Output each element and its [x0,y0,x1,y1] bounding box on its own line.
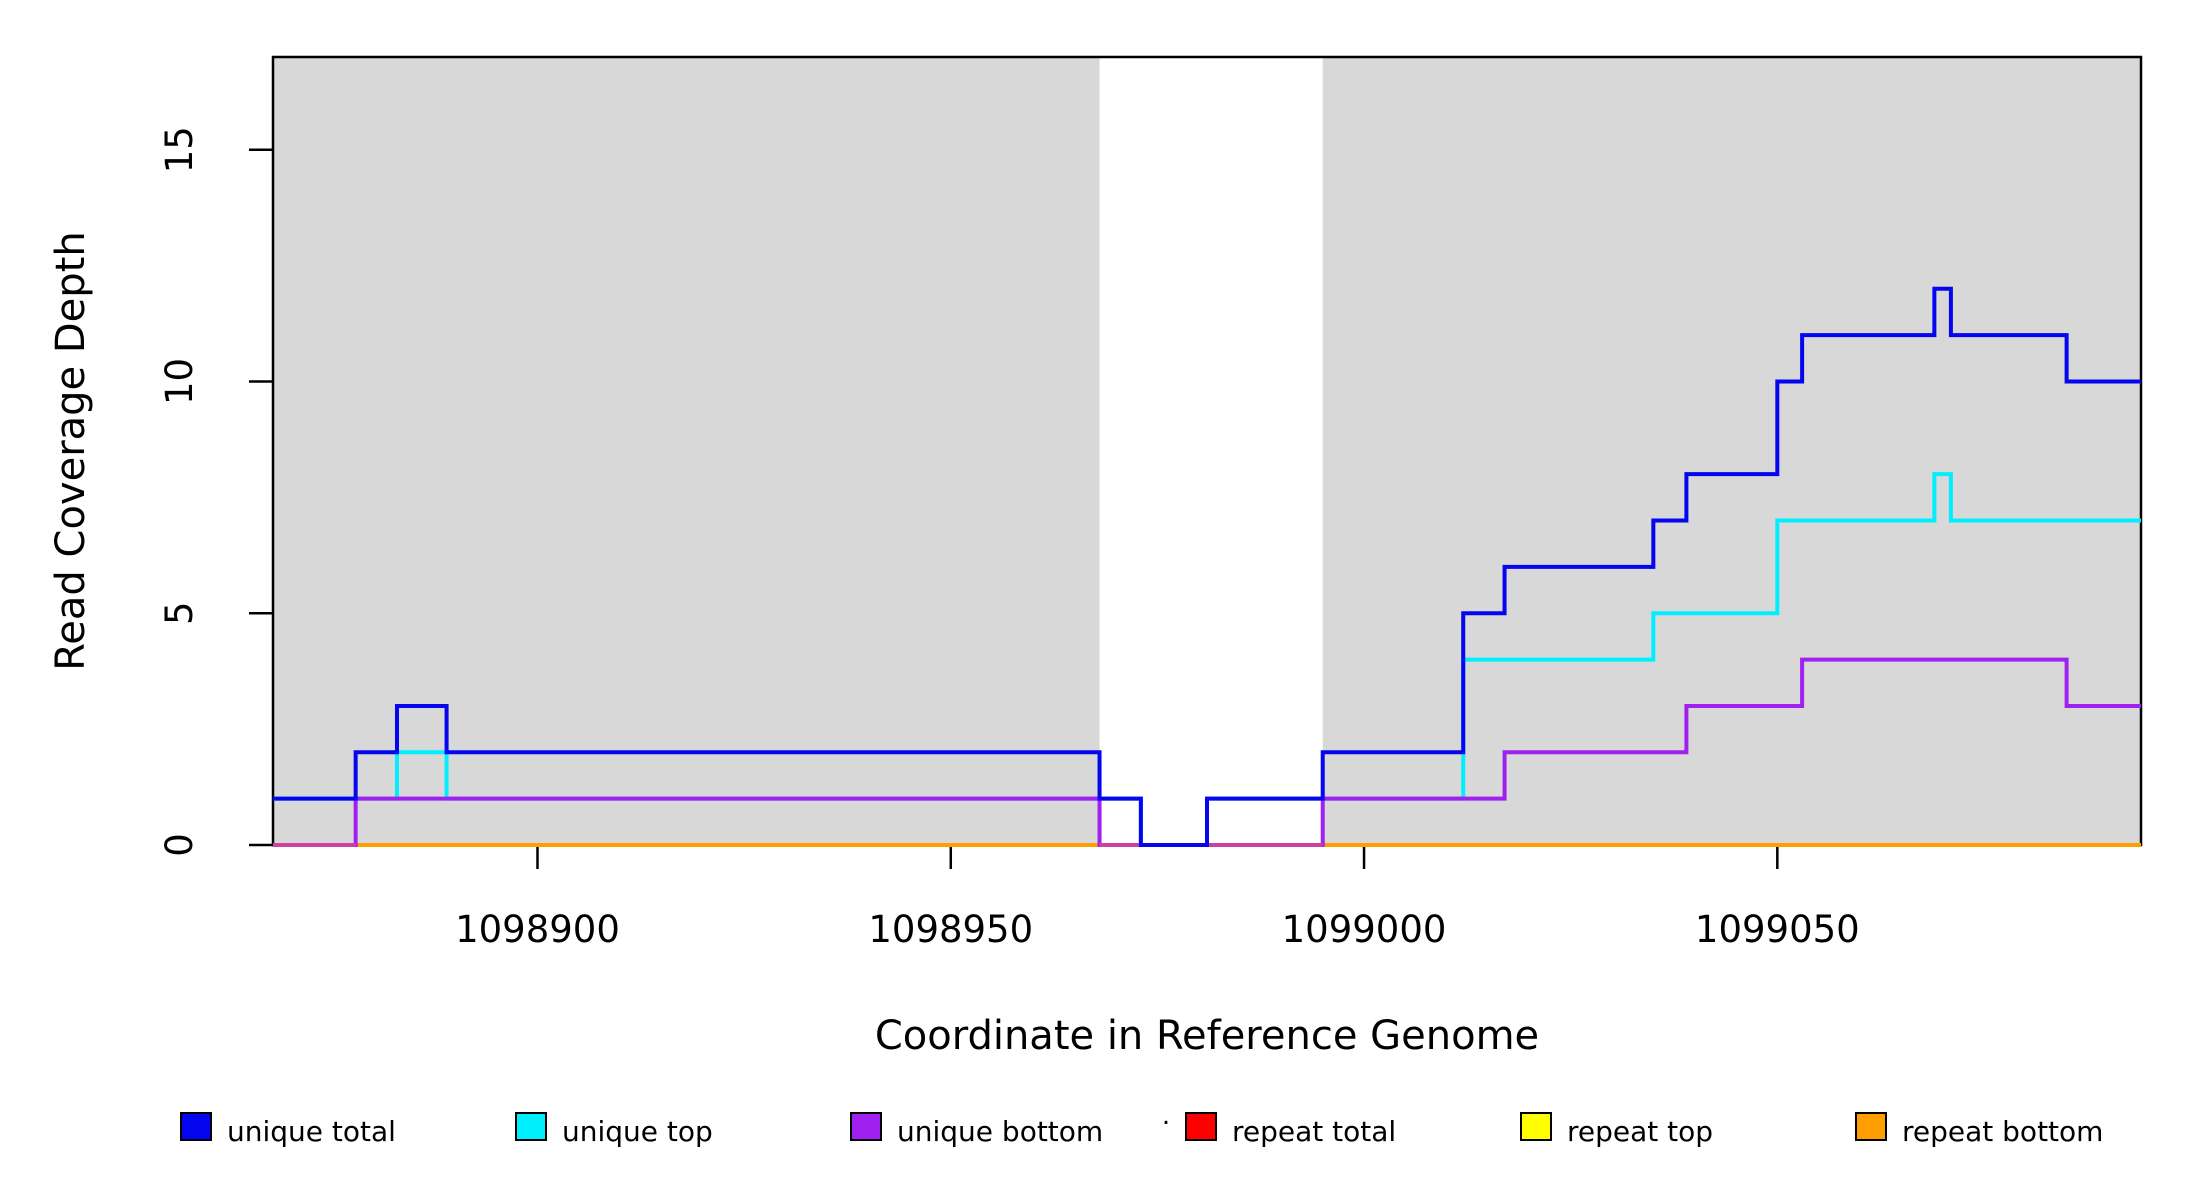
y-axis-title: Read Coverage Depth [48,231,94,670]
x-tick-label: 1098900 [455,908,620,951]
legend-swatch-unique-top [515,1112,547,1141]
plot-shaded-region [1322,57,2141,845]
legend-item-unique-top: unique top [515,1112,713,1148]
y-tick-label: 15 [158,126,201,173]
legend-separator-dot: . [1162,1101,1170,1131]
legend-item-unique-total: unique total [180,1112,396,1148]
x-tick-label: 1099000 [1282,908,1447,951]
legend-item-repeat-bottom: repeat bottom [1855,1112,2103,1148]
legend-label-repeat-top: repeat top [1567,1115,1713,1148]
x-tick-label: 1099050 [1695,908,1860,951]
legend-label-unique-bottom: unique bottom [897,1115,1103,1148]
legend-swatch-repeat-top [1520,1112,1552,1141]
legend-label-repeat-total: repeat total [1232,1115,1396,1148]
series-line-unique-total [273,286,2141,847]
x-axis-title: Coordinate in Reference Genome [875,1013,1539,1059]
x-tick-label: 1098950 [868,908,1033,951]
legend-swatch-unique-total [180,1112,212,1141]
legend-swatch-repeat-bottom [1855,1112,1887,1141]
legend-swatch-repeat-total [1185,1112,1217,1141]
y-tick-label: 5 [158,601,201,625]
legend-item-repeat-top: repeat top [1520,1112,1713,1148]
legend-item-repeat-total: repeat total [1185,1112,1396,1148]
plot-shaded-region [273,57,1100,845]
legend-label-repeat-bottom: repeat bottom [1902,1115,2103,1148]
legend-swatch-unique-bottom [850,1112,882,1141]
legend-label-unique-total: unique total [227,1115,396,1148]
series-line-unique-bottom [273,657,2141,847]
y-tick-label: 0 [158,833,201,857]
legend-item-unique-bottom: unique bottom [850,1112,1103,1148]
y-tick-label: 10 [158,358,201,405]
legend-label-unique-top: unique top [562,1115,713,1148]
